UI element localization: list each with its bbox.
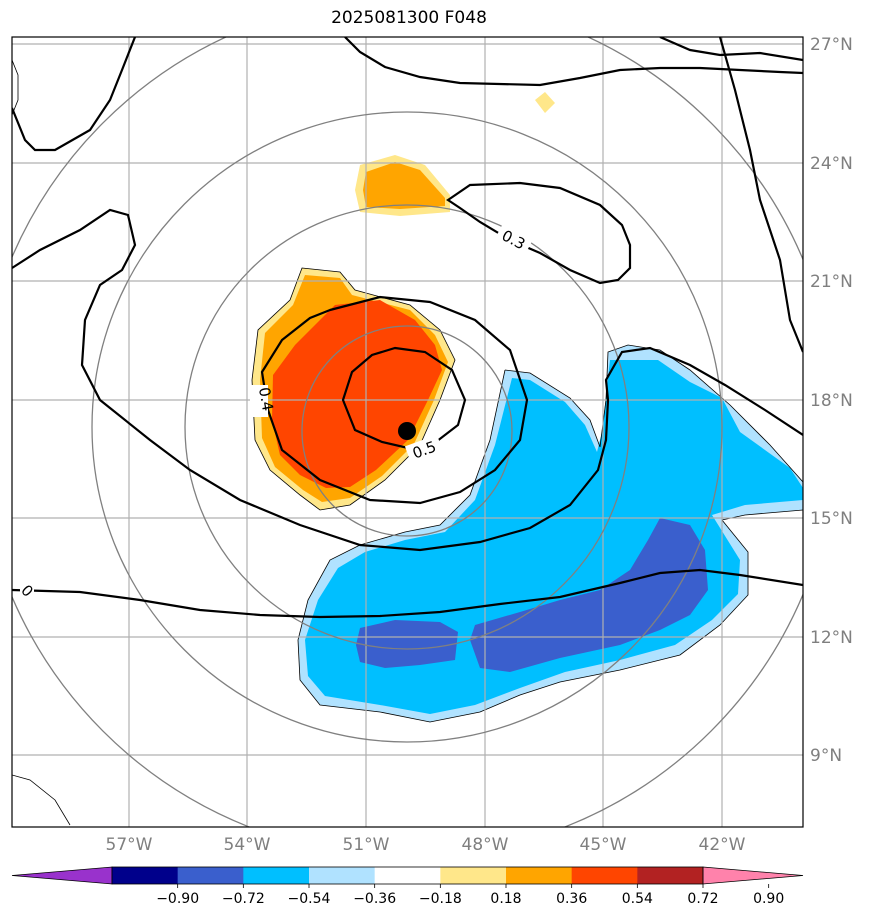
lat-label-21: 21°N bbox=[810, 272, 853, 292]
colorbar: −0.90 −0.72 −0.54 −0.36 −0.18 0.18 0.36 0.54 0.7… bbox=[11, 866, 804, 907]
warm-blob-north-inner bbox=[363, 162, 445, 209]
colorbar-segment bbox=[440, 867, 507, 884]
lat-label-24: 24°N bbox=[810, 154, 853, 174]
cool-field-0.54-west bbox=[356, 620, 458, 668]
latitude-labels: 27°N 24°N 21°N 18°N 15°N 12°N 9°N bbox=[810, 35, 853, 766]
contour-0.4 bbox=[260, 295, 529, 505]
colorbar-segment bbox=[374, 867, 441, 884]
thick-contours bbox=[12, 37, 803, 619]
range-ring-3 bbox=[91, 111, 723, 743]
lat-label-12: 12°N bbox=[810, 628, 853, 648]
contour-0 bbox=[12, 568, 803, 619]
lon-label-57: 57°W bbox=[106, 835, 153, 855]
colorbar-segment bbox=[571, 867, 638, 884]
contour-0.3-north bbox=[446, 181, 632, 285]
map-plot-area: 0.3 0.4 0.5 0 bbox=[12, 37, 803, 827]
plot-frame bbox=[11, 36, 804, 828]
warm-blob-small bbox=[535, 92, 555, 113]
longitude-labels: 57°W 54°W 51°W 48°W 45°W 42°W bbox=[106, 835, 746, 855]
colorbar-tick-label: −0.72 bbox=[222, 891, 265, 907]
lon-label-54: 54°W bbox=[224, 835, 271, 855]
colorbar-segment bbox=[637, 867, 704, 884]
range-ring-1 bbox=[301, 325, 513, 537]
lat-label-27: 27°N bbox=[810, 35, 853, 55]
map-title: 2025081300 F048 bbox=[331, 8, 487, 28]
colorbar-extend-low bbox=[11, 866, 113, 885]
colorbar-tick-label: 0.36 bbox=[556, 891, 587, 907]
colorbar-tick-label: −0.36 bbox=[353, 891, 396, 907]
lon-label-42: 42°W bbox=[699, 835, 746, 855]
range-rings bbox=[12, 37, 803, 827]
colorbar-tick-label: 0.54 bbox=[622, 891, 653, 907]
contour-labels: 0.3 0.4 0.5 0 bbox=[17, 223, 534, 601]
colorbar-frame bbox=[111, 866, 704, 885]
colorbar-tick-label: −0.90 bbox=[156, 891, 199, 907]
lat-label-18: 18°N bbox=[810, 391, 853, 411]
lon-label-45: 45°W bbox=[580, 835, 627, 855]
thin-outline-contours bbox=[12, 59, 803, 826]
shaded-anomaly-fields bbox=[252, 92, 803, 722]
colorbar-segment bbox=[243, 867, 310, 884]
warm-field-0.54 bbox=[272, 300, 442, 488]
colorbar-segment bbox=[177, 867, 244, 884]
lon-label-48: 48°W bbox=[462, 835, 509, 855]
range-ring-2 bbox=[184, 204, 630, 650]
colorbar-segment bbox=[309, 867, 376, 884]
lon-label-51: 51°W bbox=[343, 835, 390, 855]
contour-0.2-ne bbox=[344, 37, 803, 87]
colorbar-tick-label: 0.72 bbox=[687, 891, 718, 907]
colorbar-segment bbox=[506, 867, 573, 884]
contour-0.3 bbox=[12, 208, 803, 552]
contour-label-0.4: 0.4 bbox=[255, 386, 277, 413]
colorbar-extend-high bbox=[702, 866, 804, 885]
colorbar-tick-label: −0.54 bbox=[288, 891, 331, 907]
colorbar-segment bbox=[112, 867, 179, 884]
lat-label-15: 15°N bbox=[810, 509, 853, 529]
storm-center-dot bbox=[398, 422, 416, 440]
cool-field-0.54-east bbox=[470, 518, 708, 672]
colorbar-tick-label: 0.18 bbox=[490, 891, 521, 907]
colorbar-tick-label: −0.18 bbox=[419, 891, 462, 907]
lat-label-9: 9°N bbox=[810, 746, 842, 766]
contour-0.2 bbox=[12, 37, 137, 152]
colorbar-tick-label: 0.90 bbox=[753, 891, 784, 907]
contour-0.1-east bbox=[718, 37, 803, 353]
contour-0.2-ne2 bbox=[659, 37, 803, 62]
graticule bbox=[12, 37, 803, 827]
